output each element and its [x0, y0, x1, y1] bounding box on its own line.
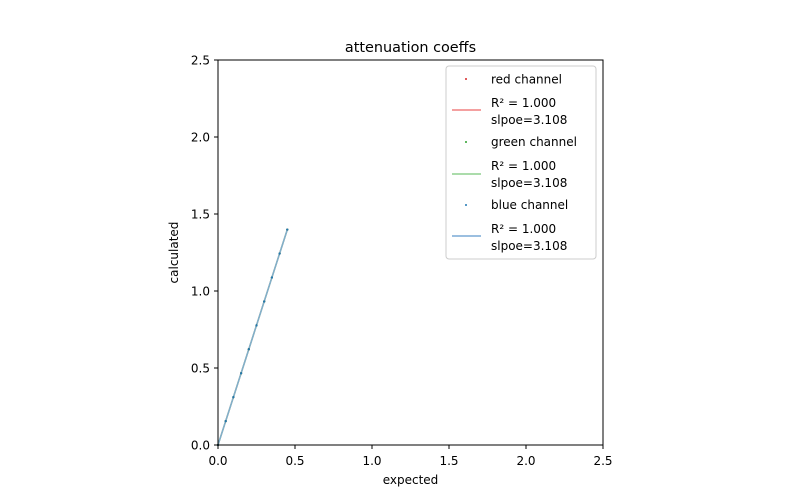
y-axis-ticks: 0.0 0.5 1.0 1.5 2.0 2.5 — [191, 54, 218, 453]
plot-frame — [217, 59, 604, 446]
blue-data-point — [224, 420, 227, 423]
legend-red-r2: R² = 1.000 — [491, 96, 556, 110]
blue-data-point — [240, 372, 243, 375]
blue-data-point — [263, 300, 266, 303]
x-tick-label: 0.0 — [208, 454, 227, 468]
blue-data-point — [247, 348, 250, 351]
legend-blue-marker — [465, 204, 467, 206]
blue-data-point — [255, 324, 258, 327]
y-tick-label: 0.0 — [191, 439, 210, 453]
y-tick-label: 2.0 — [191, 131, 210, 145]
chart-title: attenuation coeffs — [345, 40, 476, 56]
y-tick-label: 0.5 — [191, 362, 210, 376]
legend-blue-r2: R² = 1.000 — [491, 222, 556, 236]
legend-green-r2: R² = 1.000 — [491, 159, 556, 173]
legend-red-marker — [465, 78, 467, 80]
legend-red-label: red channel — [491, 73, 562, 87]
x-tick-label: 2.5 — [593, 454, 612, 468]
legend-green-slope: slpoe=3.108 — [491, 176, 567, 190]
x-tick-label: 2.0 — [516, 454, 535, 468]
legend-box — [445, 65, 597, 260]
y-axis-label: calculated — [167, 222, 181, 284]
x-axis-label: expected — [383, 473, 439, 487]
legend-green-marker — [465, 141, 467, 143]
blue-data-point — [270, 276, 273, 279]
y-tick-label: 2.5 — [191, 54, 210, 68]
blue-data-point — [232, 396, 235, 399]
y-tick-label: 1.0 — [191, 285, 210, 299]
plot-marks — [216, 228, 289, 447]
y-tick-label: 1.5 — [191, 208, 210, 222]
legend-blue-label: blue channel — [491, 198, 568, 212]
x-tick-label: 1.5 — [439, 454, 458, 468]
x-tick-label: 1.0 — [362, 454, 381, 468]
blue-fit-line — [217, 229, 289, 446]
legend-green-label: green channel — [491, 135, 577, 149]
legend-red-slope: slpoe=3.108 — [491, 113, 567, 127]
legend-blue-slope: slpoe=3.108 — [491, 239, 567, 253]
x-axis-ticks: 0.0 0.5 1.0 1.5 2.0 2.5 — [208, 445, 613, 468]
blue-data-point — [278, 252, 281, 255]
legend: red channel R² = 1.000 slpoe=3.108 green… — [445, 65, 597, 260]
x-tick-label: 0.5 — [285, 454, 304, 468]
blue-data-point — [286, 228, 289, 231]
